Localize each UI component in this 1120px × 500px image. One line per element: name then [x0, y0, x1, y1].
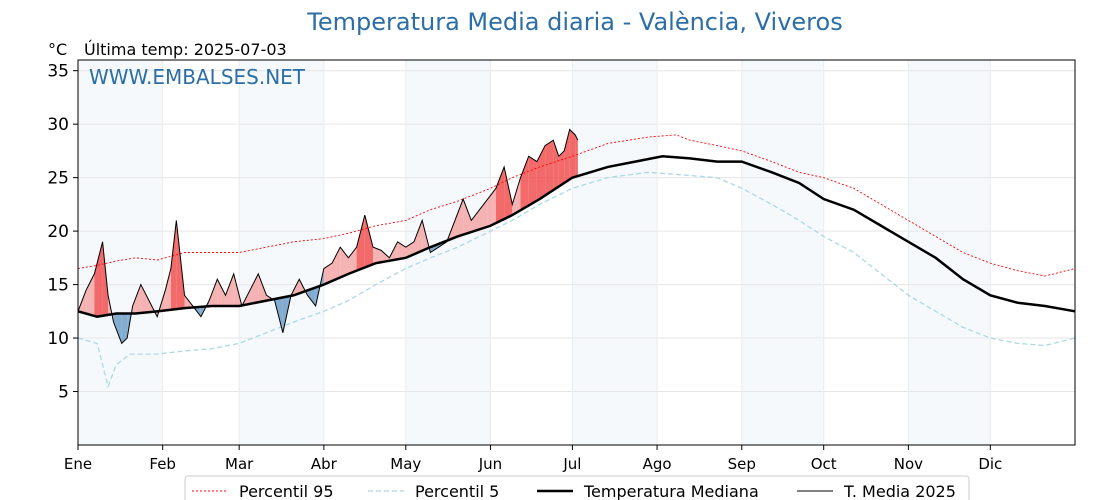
series-t-media-2025	[77, 128, 579, 345]
legend: Percentil 95 Percentil 5 Temperatura Media…	[184, 475, 970, 500]
anomaly-fill-above	[569, 129, 576, 180]
x-tick-label: Jul	[562, 455, 581, 473]
x-tick-label: Mar	[225, 455, 254, 473]
y-axis-ticks: 5 10 15 20 25 30 35	[47, 62, 78, 403]
y-axis-unit: °C	[48, 40, 68, 59]
x-tick-label: Nov	[894, 455, 923, 473]
anomaly-fill-above	[86, 273, 95, 316]
month-band	[78, 60, 163, 445]
x-tick-label: Feb	[149, 455, 176, 473]
anomaly-fill-above	[217, 279, 226, 306]
anomaly-fill-above	[479, 199, 488, 230]
x-tick-label: Abr	[311, 455, 338, 473]
anomaly-fill-above	[504, 166, 513, 220]
anomaly-fill-above	[413, 220, 423, 255]
chart-title: Temperatura Media diaria - València, Viv…	[307, 8, 843, 36]
anomaly-fill-above	[463, 199, 472, 235]
anomaly-fill-above	[381, 250, 390, 263]
x-tick-label: Sep	[728, 455, 756, 473]
y-tick-label: 35	[47, 62, 69, 82]
last-update-label: Última temp: 2025-07-03	[84, 40, 287, 59]
y-tick-label: 30	[47, 115, 69, 135]
series-temperatura-mediana	[77, 154, 1076, 318]
y-tick-label: 10	[47, 329, 69, 349]
month-band	[741, 60, 824, 445]
anomaly-fill-above	[165, 268, 171, 311]
series-percentil-5	[77, 171, 1076, 389]
anomaly-fill-above	[528, 156, 537, 206]
anomaly-fill-above	[373, 247, 382, 265]
anomaly-fill-above	[170, 220, 177, 310]
anomaly-fill-above	[332, 247, 341, 282]
anomaly-fill-above	[140, 284, 150, 313]
anomaly-fill-below	[121, 313, 128, 344]
anomaly-fill-above	[471, 209, 480, 233]
month-bands	[78, 60, 991, 445]
x-tick-label: Ago	[643, 455, 672, 473]
anomaly-fill-above	[512, 177, 521, 216]
y-tick-label: 15	[47, 276, 69, 296]
anomaly-fill-above	[564, 129, 570, 183]
month-band	[908, 60, 991, 445]
anomaly-fill-above	[558, 150, 565, 187]
series-lines	[77, 128, 1076, 389]
month-band	[239, 60, 324, 445]
x-tick-label: Dic	[978, 455, 1002, 473]
x-tick-label: May	[390, 455, 421, 473]
anomaly-fill-above	[487, 188, 496, 227]
anomaly-fill-above	[323, 263, 333, 285]
legend-box	[184, 475, 970, 500]
anomaly-fill-above	[495, 166, 505, 224]
anomaly-fill-above	[536, 145, 546, 201]
legend-label: Percentil 5	[415, 482, 499, 500]
anomaly-fill-below	[307, 287, 316, 306]
x-tick-label: Jun	[478, 455, 502, 473]
legend-label: T. Media 2025	[843, 482, 956, 500]
y-tick-label: 5	[58, 383, 69, 403]
month-band	[572, 60, 658, 445]
anomaly-fill-above	[545, 140, 554, 196]
anomaly-fill-above	[108, 295, 114, 323]
anomaly-fill-below	[113, 313, 122, 344]
anomaly-fill-above	[225, 273, 234, 306]
anomaly-fill-above	[250, 273, 259, 304]
y-tick-label: 25	[47, 169, 69, 189]
anomaly-fill-above	[520, 156, 529, 211]
anomaly-fill-above	[348, 247, 357, 274]
anomaly-fill-above	[258, 273, 267, 303]
y-tick-label: 20	[47, 222, 69, 242]
watermark: WWW.EMBALSES.NET	[89, 65, 306, 89]
anomaly-fill-above	[454, 199, 464, 238]
series-percentil-95	[77, 134, 1076, 277]
x-tick-label: Oct	[811, 455, 837, 473]
anomaly-fill-above	[575, 134, 578, 177]
legend-label: Percentil 95	[239, 482, 334, 500]
plot-frame	[77, 59, 1076, 446]
x-axis-ticks: Ene Feb Mar Abr May Jun Jul Ago Sep Oct Nov Dic	[64, 445, 1002, 473]
anomaly-fill-above	[132, 284, 141, 314]
anomaly-fill-above	[149, 300, 158, 317]
x-tick-label: Ene	[64, 455, 92, 473]
anomaly-fill-above	[94, 241, 103, 316]
anomaly-fill-above	[102, 241, 109, 316]
legend-label: Temperatura Mediana	[583, 482, 759, 500]
anomaly-fill-above	[340, 247, 349, 278]
